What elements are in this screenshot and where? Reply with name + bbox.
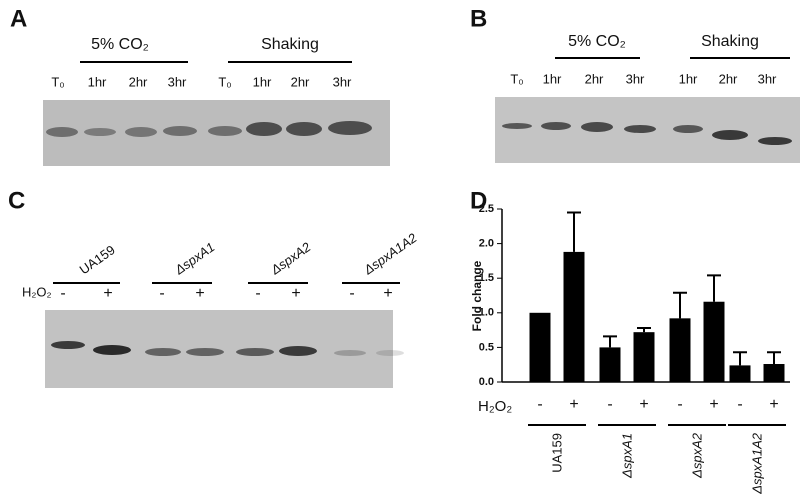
lane-label: 2hr (291, 74, 310, 89)
y-tick-label: 1.0 (479, 307, 494, 319)
lane-label: 1hr (88, 74, 107, 89)
y-tick-label: 0.5 (479, 341, 494, 353)
series-label: + (569, 396, 578, 413)
strain-label: ΔspxA1 (171, 239, 217, 278)
condition-label: - (349, 285, 354, 302)
x-tick-label: ΔspxA2 (689, 432, 704, 479)
lane-label: 1hr (679, 71, 698, 86)
panel-letter: A (10, 5, 27, 32)
bar (633, 332, 655, 382)
y-tick-label: 0.0 (479, 376, 494, 388)
error-bar (767, 351, 781, 365)
bar (703, 301, 725, 382)
y-axis-label: Fold change (470, 260, 484, 331)
strain-label: UA159 (77, 242, 118, 277)
lane-label: 3hr (333, 74, 352, 89)
group-label: Shaking (701, 33, 759, 50)
series-label: - (677, 396, 682, 413)
bands (502, 122, 792, 145)
bar (529, 312, 551, 382)
lane-label: T₀ (218, 74, 231, 89)
error-bar (637, 327, 651, 333)
lane-label: 3hr (168, 74, 187, 89)
series-label: + (769, 396, 778, 413)
y-tick-label: 2.5 (479, 203, 494, 215)
group-label: Shaking (261, 36, 319, 53)
condition-label: - (159, 285, 164, 302)
treatment-label: H₂O₂ (22, 284, 52, 299)
lane-label: 3hr (758, 71, 777, 86)
series-label: + (709, 396, 718, 413)
lane-label: 1hr (253, 74, 272, 89)
group-label: 5% CO₂ (91, 36, 149, 53)
bands (46, 121, 372, 137)
group-label: 5% CO₂ (568, 33, 626, 50)
x-tick-label: UA159 (549, 433, 564, 473)
bands (51, 341, 404, 356)
condition-label: + (103, 285, 112, 302)
panel-letter: C (8, 187, 25, 214)
error-bar (733, 351, 747, 366)
strain-label: ΔspxA1A2 (360, 230, 420, 278)
series-label: - (607, 396, 612, 413)
lane-label: 2hr (129, 74, 148, 89)
panel-letter: D (470, 187, 487, 214)
condition-label: - (60, 285, 65, 302)
treatment-label: H₂O₂ (478, 398, 512, 415)
lane-label: T₀ (510, 71, 523, 86)
condition-label: + (383, 285, 392, 302)
series-label: + (639, 396, 648, 413)
panel-letter: B (470, 5, 487, 32)
strain-label: ΔspxA2 (267, 239, 314, 278)
lane-label: 2hr (719, 71, 738, 86)
bar (729, 365, 751, 382)
x-tick-label: ΔspxA1A2 (749, 432, 764, 495)
error-bar (707, 274, 721, 302)
bar (669, 318, 691, 382)
series-label: - (537, 396, 542, 413)
bar (763, 364, 785, 382)
error-bar (603, 335, 617, 348)
series-label: - (737, 396, 742, 413)
y-tick-label: 1.5 (479, 272, 494, 284)
lane-label: 1hr (543, 71, 562, 86)
condition-label: + (195, 285, 204, 302)
lane-label: 2hr (585, 71, 604, 86)
y-tick-label: 2.0 (479, 238, 494, 250)
condition-label: + (291, 285, 300, 302)
condition-label: - (255, 285, 260, 302)
lane-label: 3hr (626, 71, 645, 86)
error-bar (567, 211, 581, 252)
lane-label: T₀ (51, 74, 64, 89)
error-bar (673, 291, 687, 319)
bar (563, 251, 585, 382)
bar (599, 347, 621, 382)
x-tick-label: ΔspxA1 (619, 433, 634, 479)
